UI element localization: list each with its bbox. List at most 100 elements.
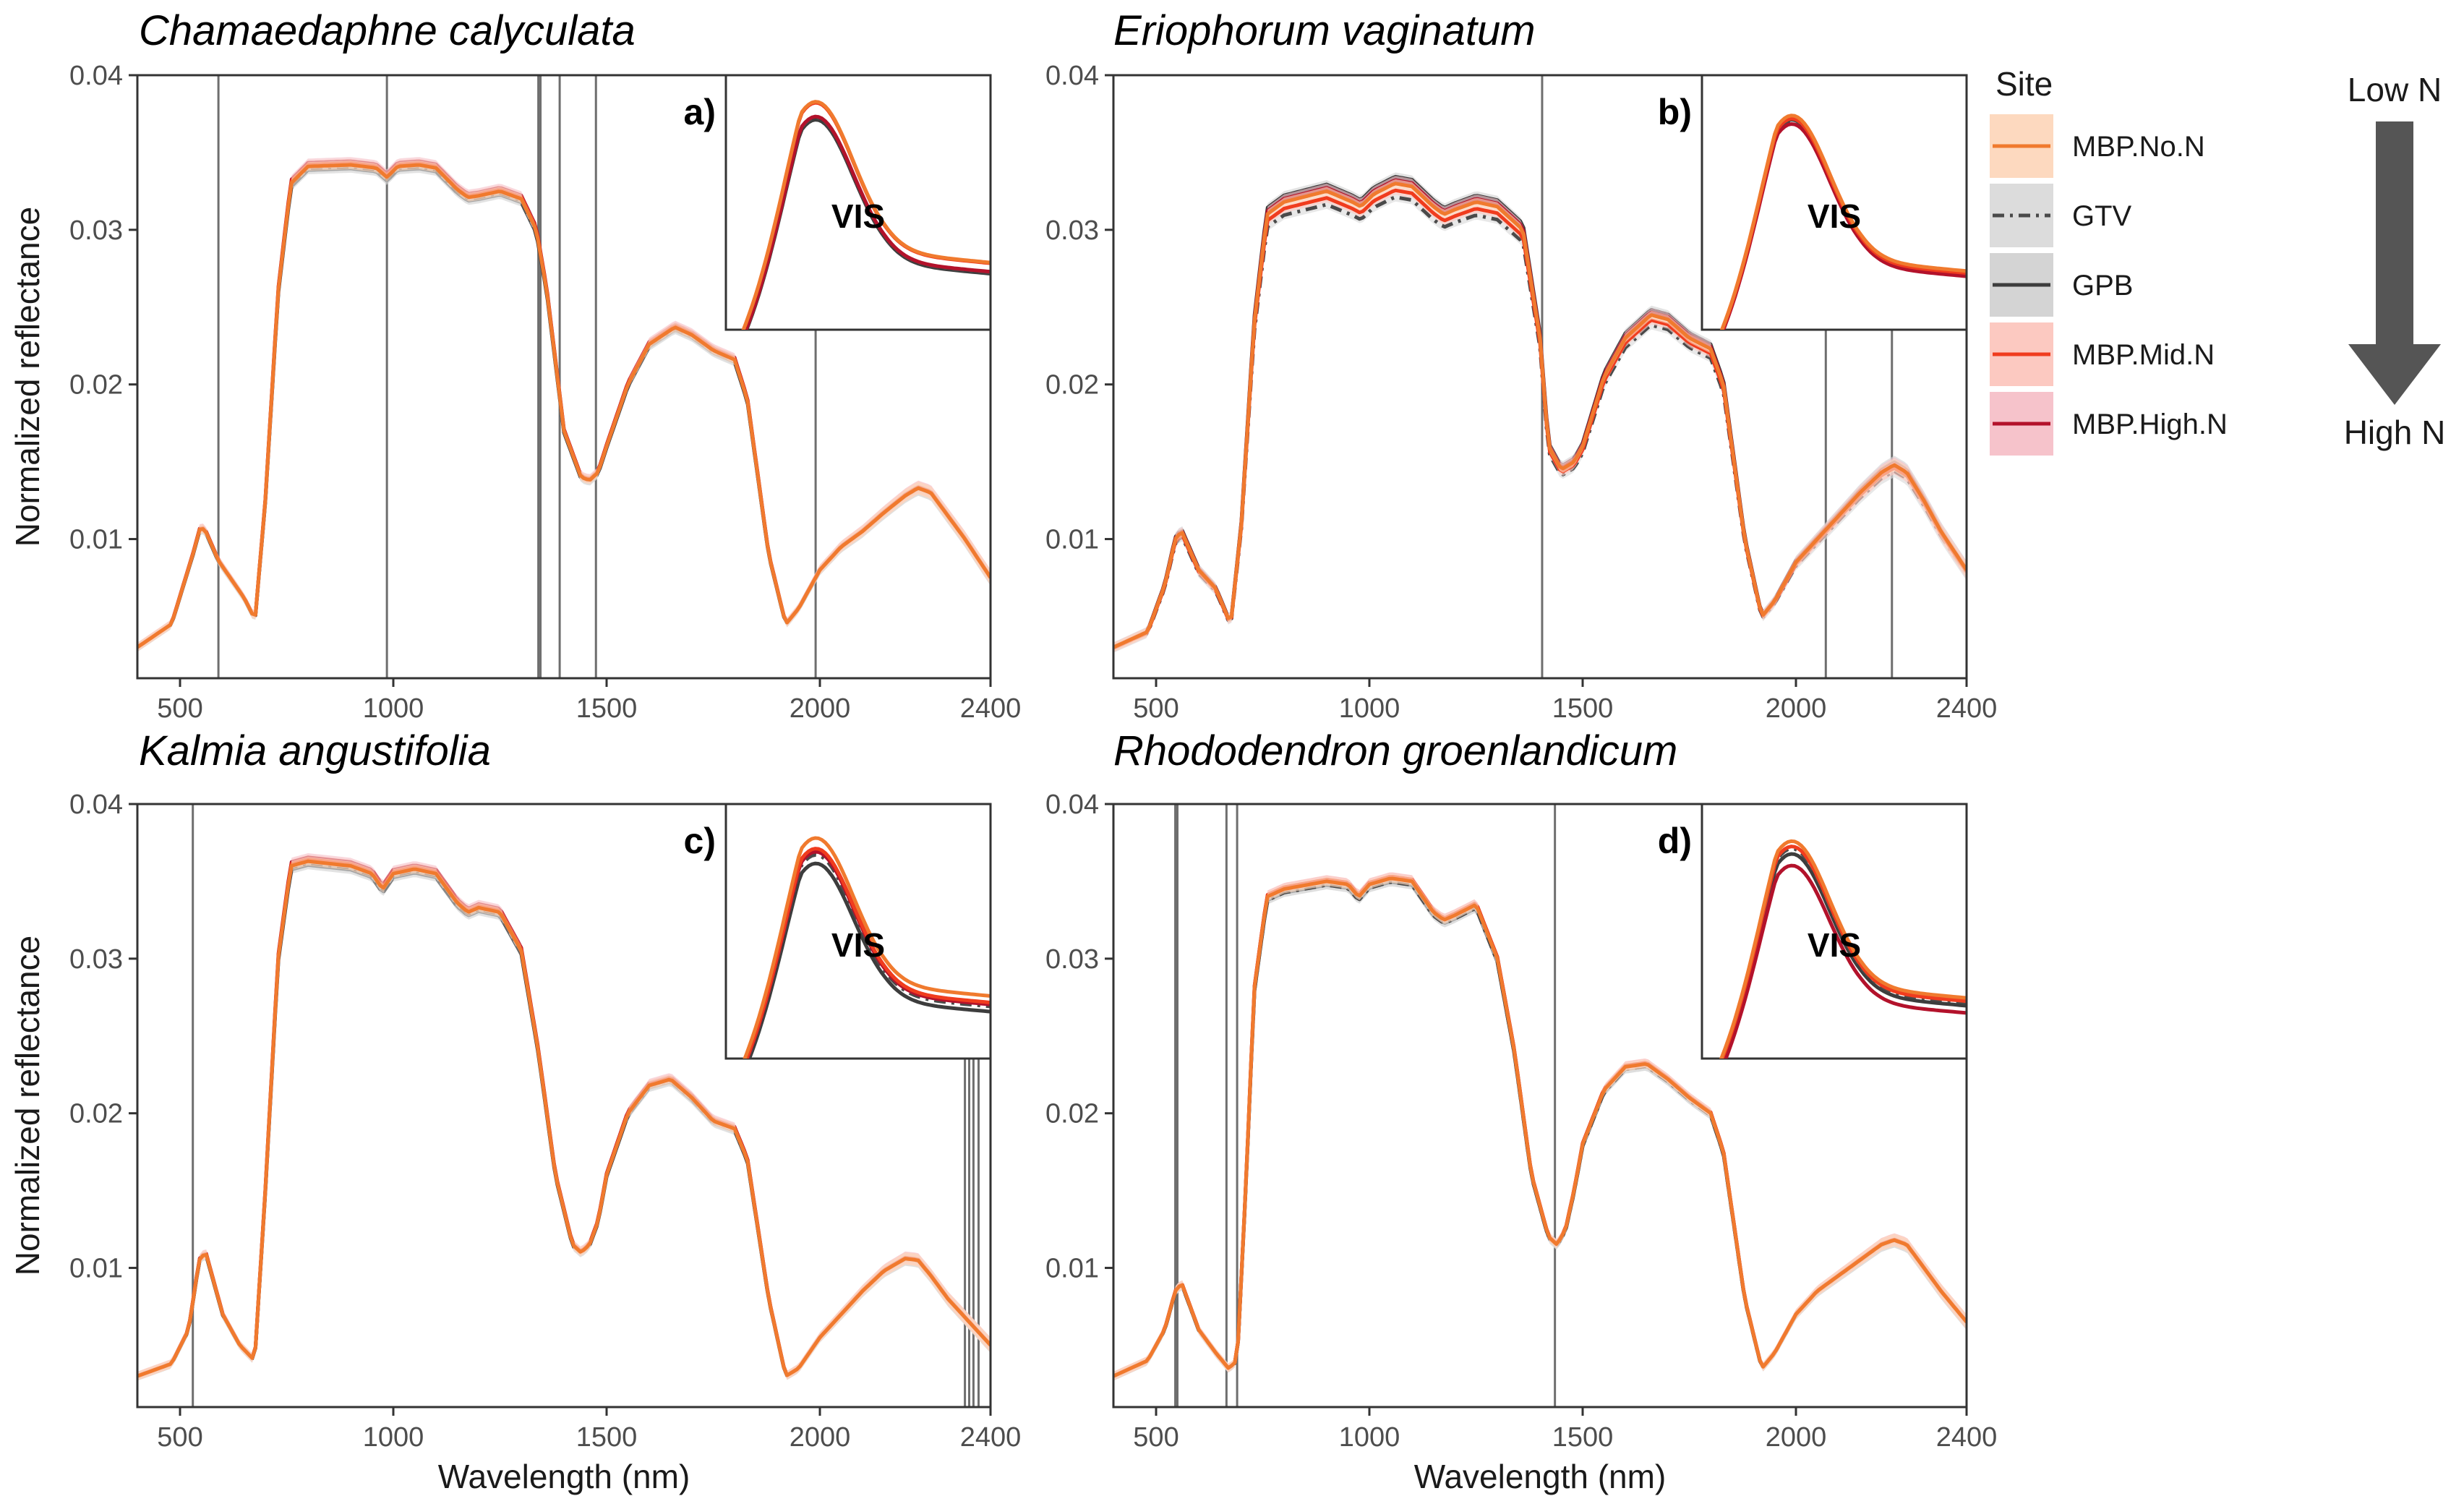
y-tick-label: 0.02 [69, 370, 123, 401]
y-tick-label: 0.04 [1045, 790, 1099, 820]
y-tick-label: 0.03 [1045, 944, 1099, 975]
plot-frame [1112, 803, 1968, 1409]
plot-frame [136, 74, 992, 680]
panel-title: Chamaedaphne calyculata [139, 7, 636, 54]
panel-1: Eriophorum vaginatum VIS b) 500 1000 1500 2000… [1045, 7, 1997, 724]
legend-label: GTV [2072, 200, 2132, 232]
inset-label: VIS [1808, 197, 1861, 235]
x-tick-label: 500 [1133, 1422, 1178, 1453]
x-tick-label: 1500 [1552, 1422, 1614, 1453]
low-n-label: Low N [2348, 71, 2442, 108]
y-tick-label: 0.02 [69, 1099, 123, 1129]
y-tick-label: 0.04 [69, 61, 123, 91]
inset-curves [743, 836, 991, 1059]
y-tick-label: 0.02 [1045, 1099, 1099, 1129]
panel-title: Rhododendron groenlandicum [1113, 727, 1677, 774]
x-tick-label: 1000 [363, 693, 424, 724]
y-tick-label: 0.03 [1045, 215, 1099, 246]
x-tick-label: 1000 [1339, 693, 1400, 724]
y-tick-label: 0.01 [1045, 525, 1099, 555]
panel-label: a) [684, 92, 716, 132]
inset-label: VIS [831, 926, 885, 964]
y-axis-title: Normalized reflectance [9, 207, 46, 547]
panel-label: c) [684, 821, 716, 861]
x-tick-label: 1500 [576, 1422, 638, 1453]
panel-title: Kalmia angustifolia [139, 727, 491, 774]
x-tick-label: 2400 [1936, 693, 1998, 724]
high-n-label: High N [2344, 414, 2446, 451]
nitrogen-gradient: Low N High N [2344, 71, 2446, 451]
inset-line-MBP.No.N [1719, 114, 1967, 330]
x-axis-title: Wavelength (nm) [438, 1458, 690, 1495]
plot-frame [1112, 74, 1968, 680]
panel-title: Eriophorum vaginatum [1113, 7, 1536, 54]
x-tick-label: 2000 [790, 693, 851, 724]
legend-item: MBP.No.N [1990, 114, 2205, 178]
vis-inset: VIS [724, 74, 992, 331]
legend: Site MBP.No.N GTV GPB MBP.Mid.N MBP.High.N [1990, 65, 2228, 456]
legend-item: GTV [1990, 184, 2132, 247]
arrow-shaft [2376, 121, 2413, 346]
x-tick-label: 2400 [960, 693, 1022, 724]
panel-0: Chamaedaphne calyculata VIS a) 500 1000 1500 2… [9, 7, 1021, 724]
series-group [137, 853, 991, 1381]
y-tick-label: 0.04 [69, 790, 123, 820]
x-axis-title: Wavelength (nm) [1414, 1458, 1667, 1495]
inset-curves [1719, 839, 1967, 1059]
x-tick-label: 500 [157, 693, 202, 724]
y-tick-label: 0.02 [1045, 370, 1099, 401]
panel-2: Kalmia angustifolia VIS c) 500 1000 1500 2000 2… [9, 727, 1021, 1495]
vis-inset: VIS [1701, 74, 1968, 331]
legend-title: Site [1995, 65, 2053, 103]
series-line-MBP.No.N [1113, 876, 1967, 1378]
series-group [137, 157, 991, 652]
x-tick-label: 1500 [576, 693, 638, 724]
x-tick-label: 1000 [1339, 1422, 1400, 1453]
panel-label: d) [1658, 821, 1692, 861]
inset-line-MBP.No.N [741, 100, 991, 330]
inset-frame [724, 74, 992, 331]
legend-label: MBP.High.N [2072, 409, 2228, 440]
y-tick-label: 0.04 [1045, 61, 1099, 91]
y-tick-label: 0.01 [69, 525, 123, 555]
inset-frame [1701, 74, 1968, 331]
series-group [1113, 872, 1967, 1381]
vis-inset: VIS [724, 803, 992, 1060]
panel-label: b) [1658, 92, 1692, 132]
x-tick-label: 2000 [790, 1422, 851, 1453]
down-arrow-icon [2348, 344, 2441, 405]
y-tick-label: 0.03 [69, 215, 123, 246]
vis-inset: VIS [1701, 803, 1968, 1060]
series-line-MBP.No.N [137, 859, 991, 1378]
x-tick-label: 2400 [1936, 1422, 1998, 1453]
legend-item: MBP.High.N [1990, 392, 2228, 456]
y-tick-label: 0.03 [69, 944, 123, 975]
x-tick-label: 500 [1133, 693, 1178, 724]
plot-frame [136, 803, 992, 1409]
x-tick-label: 500 [157, 1422, 202, 1453]
inset-label: VIS [831, 197, 885, 235]
y-tick-label: 0.01 [69, 1254, 123, 1284]
legend-label: MBP.No.N [2072, 131, 2205, 163]
inset-label: VIS [1808, 926, 1861, 964]
legend-item: GPB [1990, 253, 2133, 317]
panels: Chamaedaphne calyculata VIS a) 500 1000 1500 2… [9, 7, 1997, 1495]
legend-label: MBP.Mid.N [2072, 339, 2215, 371]
inset-curves [1719, 114, 1967, 330]
inset-line-MBP.No.N [1719, 839, 1967, 1059]
inset-curves [741, 100, 991, 330]
legend-label: GPB [2072, 270, 2133, 302]
x-tick-label: 2000 [1766, 693, 1827, 724]
inset-line-MBP.High.N [744, 114, 991, 330]
x-tick-label: 1000 [363, 1422, 424, 1453]
x-tick-label: 2400 [960, 1422, 1022, 1453]
series-line-MBP.No.N [1113, 181, 1967, 649]
x-tick-label: 2000 [1766, 1422, 1827, 1453]
panel-3: Rhododendron groenlandicum VIS d) 500 1000 15… [1045, 727, 1997, 1495]
legend-items: MBP.No.N GTV GPB MBP.Mid.N MBP.High.N [1990, 114, 2228, 456]
y-tick-label: 0.01 [1045, 1254, 1099, 1284]
inset-line-GPB [747, 861, 991, 1059]
series-line-MBP.No.N [137, 163, 991, 649]
legend-item: MBP.Mid.N [1990, 322, 2215, 386]
